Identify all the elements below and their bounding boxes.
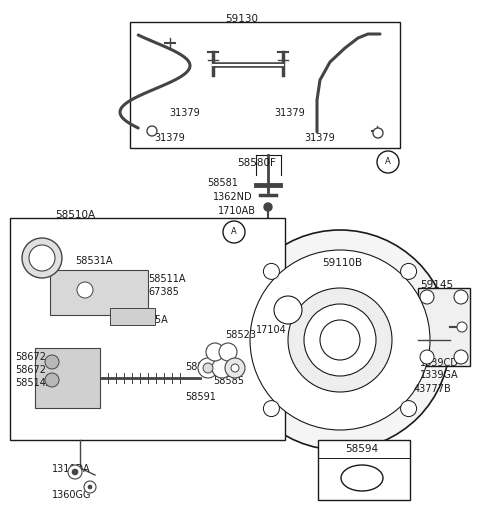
Text: 31379: 31379 [305,133,336,143]
Circle shape [320,320,360,360]
Circle shape [68,465,82,479]
Text: 31379: 31379 [275,108,305,118]
Circle shape [250,250,430,430]
Text: 58531A: 58531A [75,256,112,266]
Circle shape [288,288,392,392]
Circle shape [219,343,237,361]
Circle shape [420,290,434,304]
Circle shape [88,485,92,489]
Text: 58581: 58581 [207,178,238,188]
Text: 58523: 58523 [225,330,256,340]
Text: 1362ND: 1362ND [213,192,252,202]
Text: 1310DA: 1310DA [52,464,91,474]
Circle shape [230,230,450,450]
Text: 1360GG: 1360GG [52,490,92,500]
Text: 31379: 31379 [169,108,200,118]
Circle shape [264,203,272,211]
Text: 58672: 58672 [15,365,46,375]
Circle shape [198,358,218,378]
Circle shape [77,282,93,298]
Circle shape [29,245,55,271]
Circle shape [373,128,383,138]
Bar [110,308,155,325]
Text: 58525A: 58525A [130,315,168,325]
Circle shape [401,401,417,417]
Text: 58594: 58594 [346,444,379,454]
Ellipse shape [341,465,383,491]
Circle shape [377,151,399,173]
Circle shape [84,481,96,493]
Circle shape [22,238,62,278]
Text: 17104: 17104 [256,325,287,335]
Text: 58591: 58591 [185,392,216,402]
Bar [50,270,148,315]
Circle shape [454,290,468,304]
Text: 59110B: 59110B [322,258,362,268]
Circle shape [206,343,224,361]
Text: 43777B: 43777B [414,384,452,394]
Circle shape [212,358,232,378]
Text: 58593: 58593 [204,348,235,358]
Circle shape [223,221,245,243]
Text: 59130: 59130 [226,14,259,24]
Bar [35,348,100,408]
Circle shape [264,401,279,417]
Text: 58510A: 58510A [55,210,95,220]
Text: A: A [231,228,237,237]
Circle shape [454,350,468,364]
Text: 59145: 59145 [420,280,453,290]
Text: 67385: 67385 [148,287,179,297]
Text: 58514A: 58514A [15,378,52,388]
Bar [418,288,470,366]
Text: 1339GA: 1339GA [420,370,458,380]
Bar [318,440,410,500]
Bar [10,218,285,440]
Text: 1710AB: 1710AB [218,206,256,216]
Circle shape [231,364,239,372]
Circle shape [304,304,376,376]
Text: 58592: 58592 [185,362,216,372]
Circle shape [420,350,434,364]
Circle shape [264,263,279,279]
Text: 1339CD: 1339CD [420,358,459,368]
Circle shape [45,373,59,387]
Bar [130,22,400,148]
Circle shape [203,363,213,373]
Circle shape [147,126,157,136]
Text: 58511A: 58511A [148,274,185,284]
Text: A: A [385,157,391,167]
Text: 58585: 58585 [213,376,244,386]
Text: 58580F: 58580F [237,158,276,168]
Circle shape [45,355,59,369]
Text: 58672: 58672 [15,352,46,362]
Text: A: A [231,228,237,238]
Text: 31379: 31379 [155,133,185,143]
Circle shape [274,296,302,324]
Circle shape [457,322,467,332]
Circle shape [401,263,417,279]
Circle shape [225,358,245,378]
Circle shape [72,469,78,475]
